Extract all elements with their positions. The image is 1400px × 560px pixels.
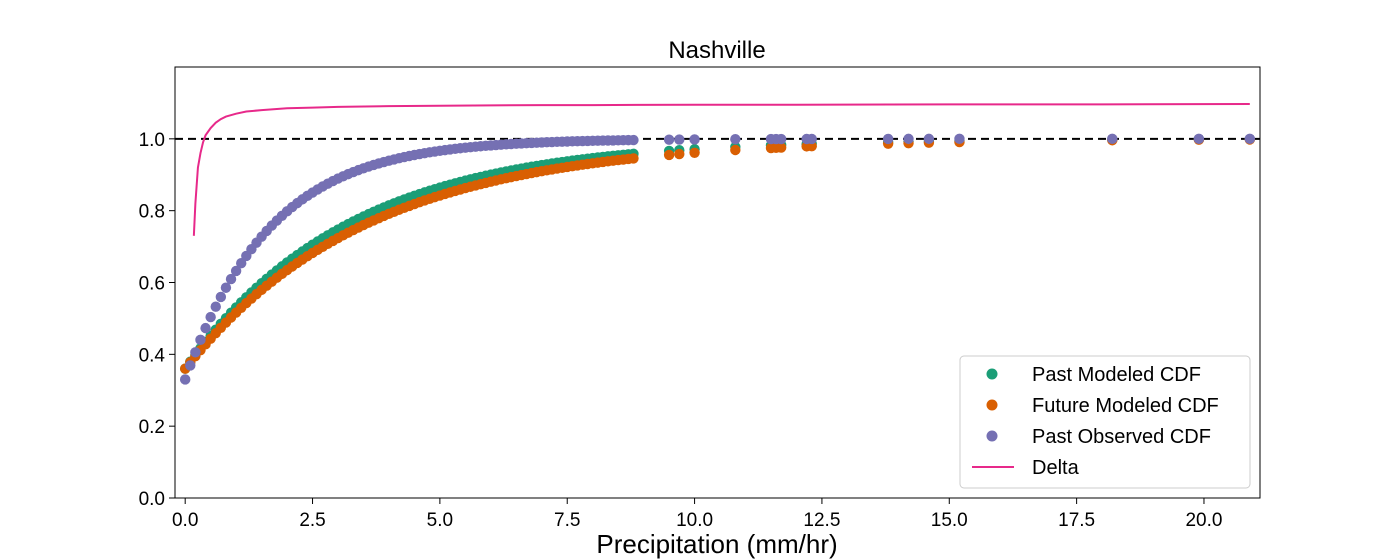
- y-tick-label: 0.4: [139, 345, 166, 366]
- legend-marker: [986, 399, 998, 411]
- data-point: [179, 374, 191, 385]
- x-tick-label: 5.0: [427, 510, 453, 531]
- data-point: [775, 142, 787, 153]
- x-tick-label: 15.0: [931, 510, 968, 531]
- y-axis: 0.0 0.2 0.4 0.6 0.8 1.0: [139, 130, 175, 510]
- chart-title: Nashville: [668, 37, 765, 64]
- x-tick-label: 0.0: [172, 510, 198, 531]
- x-tick-label: 10.0: [676, 510, 713, 531]
- legend-label: Future Modeled CDF: [1032, 395, 1219, 417]
- data-point: [674, 148, 685, 160]
- data-point: [628, 134, 639, 146]
- data-point: [205, 311, 216, 323]
- data-point: [185, 360, 196, 371]
- data-point: [628, 153, 639, 164]
- series-delta-line: [192, 102, 1250, 236]
- data-point: [663, 149, 675, 161]
- data-point: [190, 347, 201, 358]
- data-point: [225, 273, 237, 285]
- y-tick-label: 0.8: [139, 202, 165, 223]
- legend-label: Past Observed CDF: [1032, 426, 1211, 448]
- legend-box: [959, 355, 1251, 489]
- data-point: [663, 134, 675, 145]
- data-point: [200, 322, 211, 334]
- data-point: [806, 140, 817, 152]
- data-layer: [175, 102, 1260, 385]
- data-point: [775, 133, 787, 145]
- data-point: [1244, 133, 1256, 145]
- x-axis: 0.0 2.5 5.0 7.5 10.0 12.5 15.0 17.5 20.0: [172, 498, 1222, 531]
- data-point: [923, 133, 935, 145]
- x-tick-label: 2.5: [299, 510, 325, 531]
- data-point: [806, 133, 817, 145]
- data-point: [903, 133, 914, 145]
- y-tick-label: 0.6: [139, 274, 165, 295]
- data-point: [882, 133, 894, 145]
- data-point: [220, 282, 232, 293]
- series-past-observed-cdf: [179, 133, 1256, 385]
- data-point: [210, 301, 221, 312]
- data-point: [954, 133, 965, 145]
- x-tick-label: 7.5: [554, 510, 580, 531]
- legend-marker: [986, 430, 998, 442]
- x-tick-label: 17.5: [1058, 510, 1095, 531]
- data-point: [730, 144, 741, 156]
- data-point: [689, 134, 700, 145]
- y-tick-label: 0.2: [139, 417, 165, 438]
- legend-marker: [986, 368, 998, 380]
- data-point: [215, 291, 227, 303]
- legend-label: Delta: [1032, 457, 1080, 479]
- legend-label: Past Modeled CDF: [1032, 364, 1201, 386]
- x-tick-label: 20.0: [1185, 510, 1222, 531]
- data-point: [230, 265, 242, 277]
- data-point: [1107, 133, 1118, 145]
- plot-frame: [174, 66, 1261, 499]
- data-point: [689, 147, 700, 159]
- data-point: [195, 334, 206, 346]
- y-tick-label: 1.0: [139, 130, 165, 151]
- data-point: [236, 258, 247, 269]
- legend: Past Modeled CDF Future Modeled CDF Past O…: [959, 355, 1251, 489]
- data-point: [1193, 133, 1205, 145]
- data-point: [730, 134, 741, 145]
- data-point: [674, 134, 685, 145]
- x-axis-label: Precipitation (mm/hr): [596, 529, 837, 559]
- y-tick-label: 0.0: [139, 489, 165, 510]
- x-tick-label: 12.5: [803, 510, 840, 531]
